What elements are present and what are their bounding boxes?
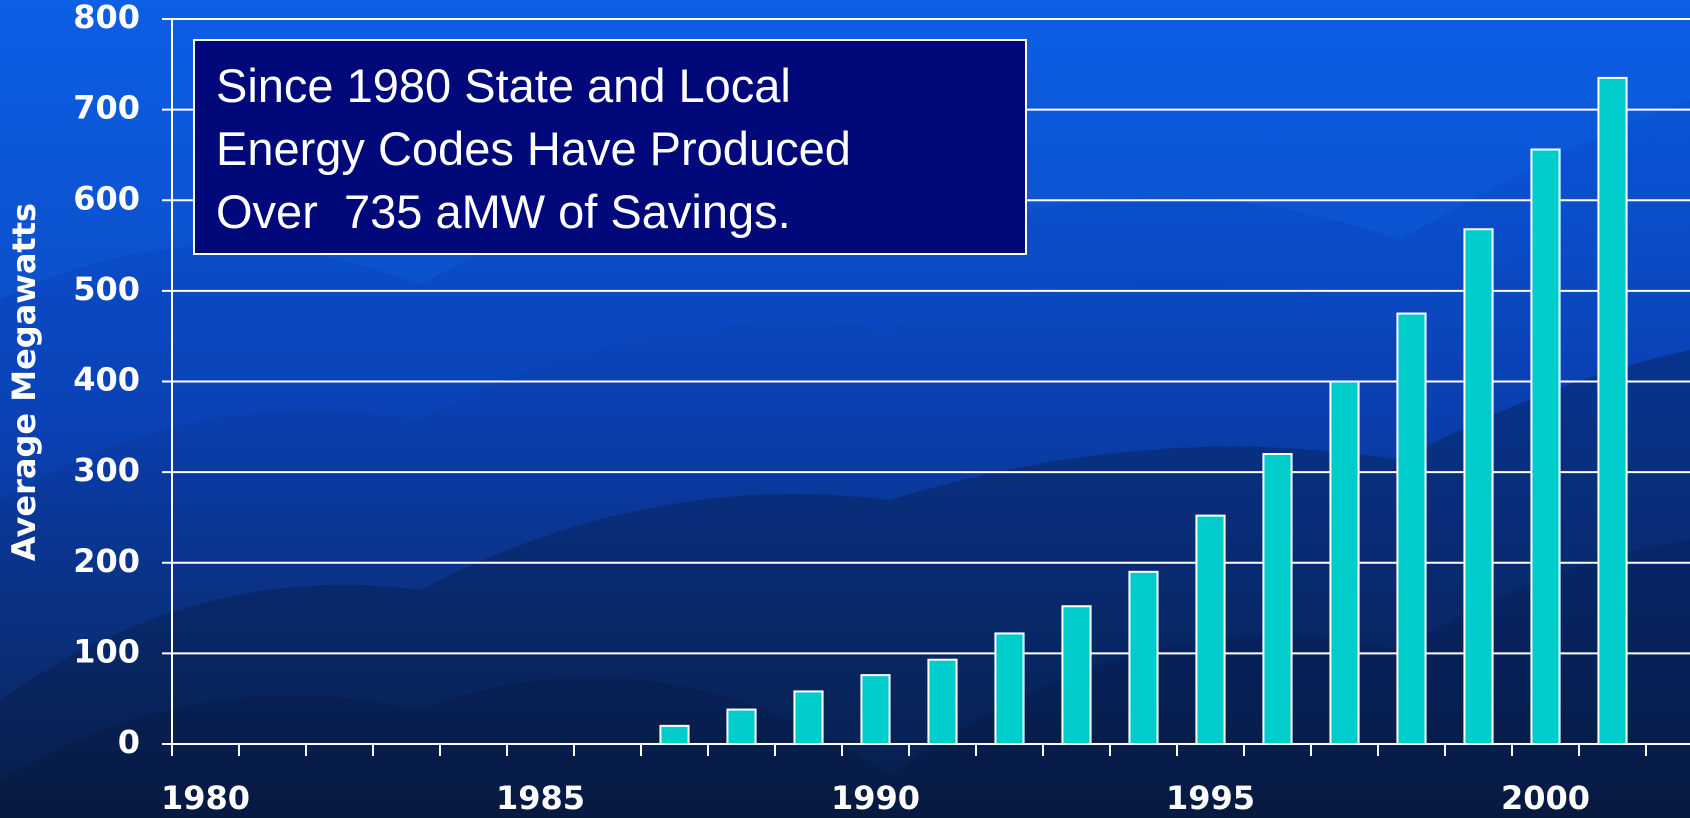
y-tick-label: 500 [73,270,140,308]
bar [1598,78,1626,744]
bar [928,660,956,744]
y-tick-label: 200 [73,542,140,580]
bar [1263,454,1291,744]
bar [1062,606,1090,744]
y-tick-label: 100 [73,632,140,670]
chart-title: Energy Codes Have Produced [216,122,851,175]
bar [660,726,688,744]
bar [727,710,755,744]
y-tick-label: 600 [73,179,140,217]
bar [1196,516,1224,744]
y-axis-label: Average Megawatts [5,203,43,561]
page: Since 1980 State and Local Energy Codes … [0,0,1690,818]
chart: Since 1980 State and Local Energy Codes … [0,0,1690,818]
bar [1330,382,1358,745]
x-tick-label: 1995 [1166,779,1255,817]
x-tick-label: 1985 [496,779,585,817]
y-tick-label: 0 [118,723,140,761]
x-tick-label: 2000 [1501,779,1590,817]
y-tick-label: 800 [73,0,140,36]
bar [995,633,1023,744]
y-tick-label: 700 [73,89,140,127]
bar [1531,150,1559,745]
bar [1129,572,1157,744]
bar [1397,314,1425,744]
bar [794,691,822,744]
chart-title: Since 1980 State and Local [216,59,791,112]
x-tick-label: 1980 [161,779,250,817]
bar [1464,229,1492,744]
x-tick-label: 1990 [831,779,920,817]
bar [861,675,889,744]
chart-title: Over 735 aMW of Savings. [216,185,791,238]
y-tick-label: 300 [73,451,140,489]
y-tick-label: 400 [73,361,140,399]
